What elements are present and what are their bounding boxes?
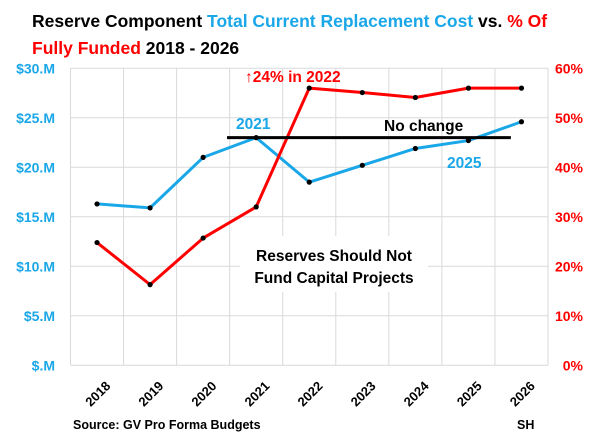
title-part-4: % Of	[507, 11, 548, 31]
right-tick-label: 60%	[555, 60, 584, 76]
right-tick-label: 30%	[555, 209, 584, 225]
replacement-cost-point	[412, 145, 418, 152]
x-tick-label: 2023	[348, 378, 379, 409]
right-tick-label: 20%	[555, 258, 584, 274]
initials: SH	[517, 418, 534, 432]
replacement-cost-point	[147, 205, 153, 211]
percent-funded-point	[94, 239, 100, 246]
title-part-6: 2018 - 2026	[140, 38, 240, 58]
x-tick-label: 2024	[401, 378, 433, 410]
replacement-cost-point	[306, 179, 312, 185]
annotation-no-change: No change	[384, 118, 464, 135]
title-part-3: vs.	[473, 11, 508, 31]
right-tick-label: 40%	[555, 159, 584, 175]
x-tick-label: 2022	[295, 378, 326, 409]
replacement-cost-point	[518, 119, 525, 125]
right-tick-label: 0%	[563, 357, 584, 373]
annotation-box-line1: Reserves Should Not	[256, 248, 412, 265]
percent-funded-point	[253, 204, 259, 210]
percent-funded-point	[359, 89, 365, 96]
left-tick-label: $30.M	[16, 60, 55, 76]
annotation-2021: 2021	[236, 116, 271, 133]
percent-funded-point	[518, 85, 525, 91]
replacement-cost-point	[465, 137, 472, 144]
x-tick-label: 2019	[135, 378, 166, 409]
title-part-1: Reserve Component	[32, 11, 208, 31]
percent-funded-point	[147, 282, 153, 288]
left-tick-label: $20.M	[16, 159, 55, 175]
title-part-5: Fully Funded	[32, 38, 141, 58]
replacement-cost-point	[200, 154, 206, 160]
percent-funded-point	[412, 94, 418, 101]
left-tick-label: $10.M	[16, 258, 55, 274]
percent-funded-point	[306, 85, 312, 91]
left-tick-label: $15.M	[16, 209, 55, 225]
x-tick-label: 2020	[188, 378, 219, 409]
right-tick-label: 10%	[555, 308, 584, 324]
percent-funded-point	[200, 235, 206, 241]
percent-funded-point	[465, 85, 472, 91]
annotation-box	[240, 236, 428, 292]
annotation-box-line2: Fund Capital Projects	[254, 270, 413, 287]
chart-title: Reserve Component Total Current Replacem…	[32, 8, 552, 62]
x-tick-label: 2018	[82, 378, 113, 409]
title-part-2: Total Current Replacement Cost	[207, 11, 474, 31]
x-tick-label: 2021	[241, 378, 272, 409]
left-tick-label: $.M	[32, 357, 55, 373]
x-tick-label: 2025	[454, 378, 485, 409]
right-tick-label: 50%	[555, 110, 584, 126]
grid	[70, 67, 549, 366]
x-tick-label: 2026	[507, 378, 538, 409]
replacement-cost-point	[359, 162, 365, 168]
left-tick-label: $5.M	[24, 308, 55, 324]
annotation-jump: ↑24% in 2022	[245, 69, 341, 86]
replacement-cost-point	[94, 201, 100, 207]
left-tick-label: $25.M	[16, 110, 55, 126]
source-note: Source: GV Pro Forma Budgets	[73, 418, 261, 432]
annotation-2025: 2025	[447, 155, 482, 172]
